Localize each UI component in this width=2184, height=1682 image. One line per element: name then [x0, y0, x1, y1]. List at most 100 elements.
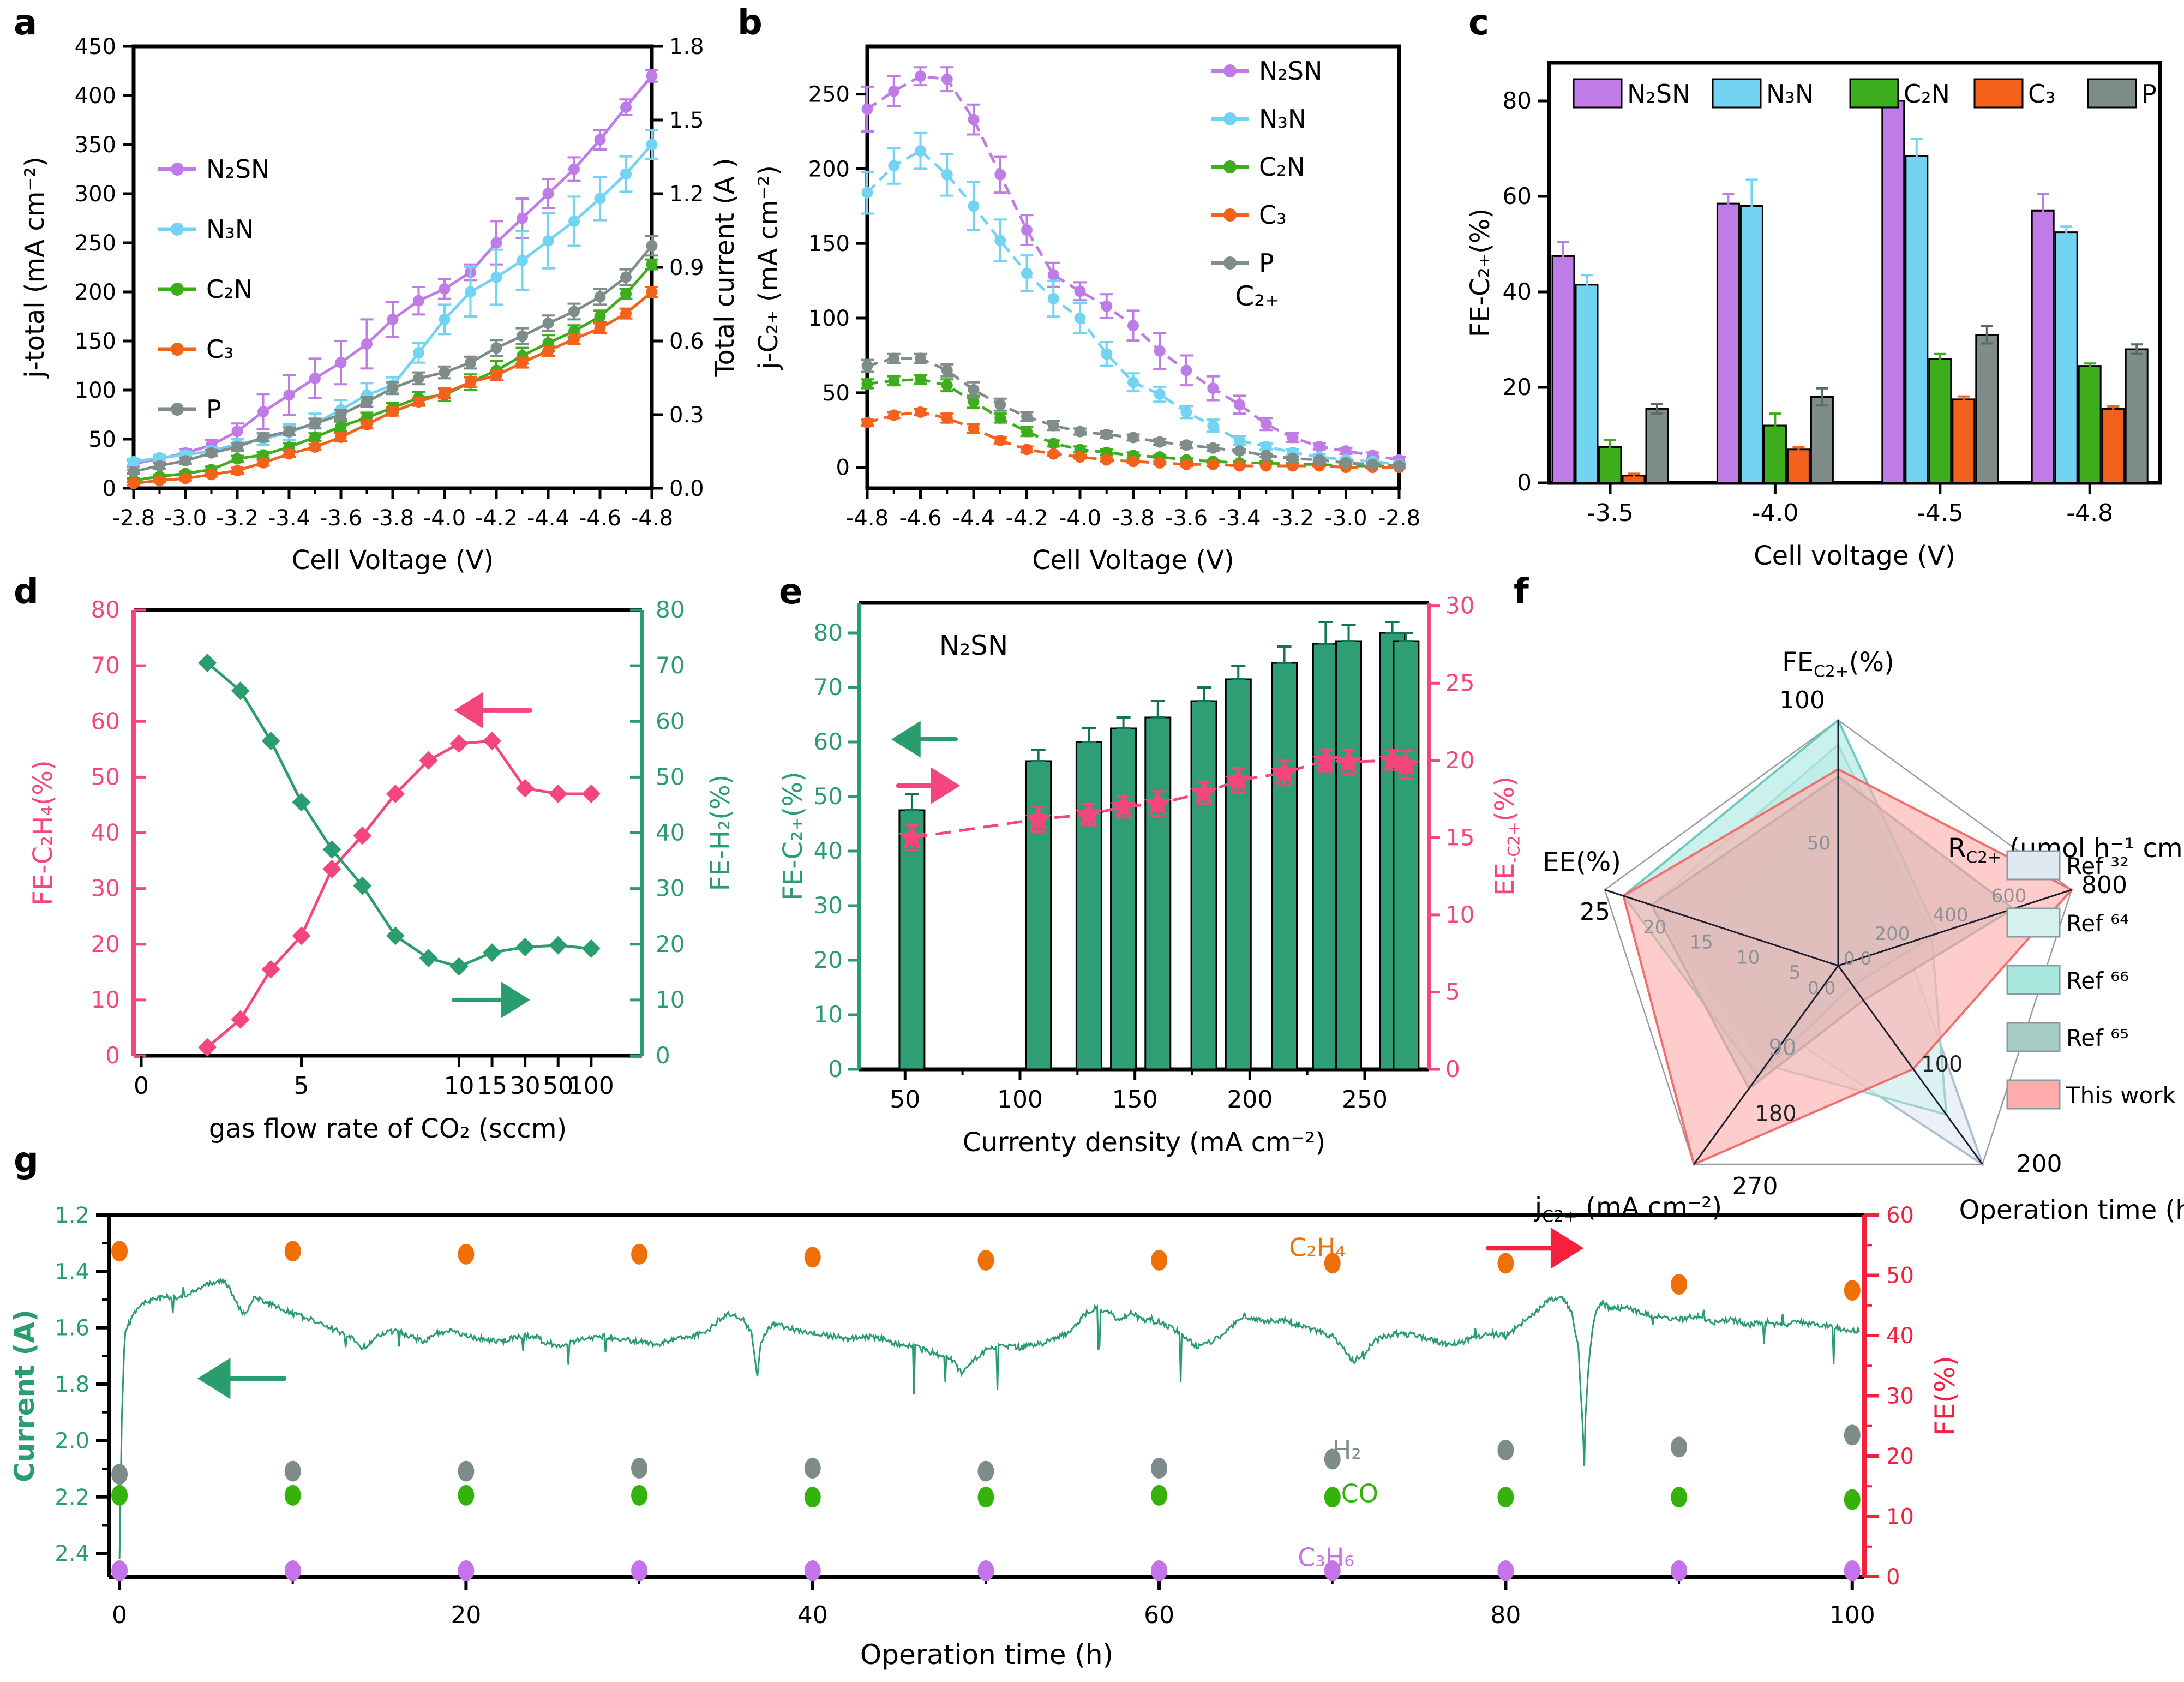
- svg-text:450: 450: [75, 34, 116, 59]
- svg-text:Current (A): Current (A): [9, 1309, 40, 1482]
- svg-text:-4.5: -4.5: [1917, 499, 1964, 527]
- svg-text:1.5: 1.5: [669, 108, 704, 133]
- chart-c-fec2-bars: 0 20 40 60 80 FE-C₂₊(%) -3.5 -4.0 -4.5 -4.8 Cell v…: [1465, 61, 2162, 571]
- svg-text:30: 30: [1445, 592, 1474, 619]
- svg-text:10: 10: [1736, 947, 1760, 968]
- svg-text:0 0: 0 0: [1808, 978, 1835, 998]
- svg-text:Currenty density (mA cm⁻²): Currenty density (mA cm⁻²): [963, 1127, 1325, 1158]
- svg-text:N₃N: N₃N: [1766, 79, 1814, 109]
- svg-text:N₃N: N₃N: [206, 214, 254, 244]
- svg-text:30: 30: [656, 875, 685, 902]
- svg-text:0: 0: [105, 1042, 120, 1069]
- svg-text:-4.8: -4.8: [846, 506, 889, 531]
- svg-text:2.0: 2.0: [55, 1428, 89, 1453]
- panel-letter-b: b: [737, 3, 763, 43]
- svg-text:0.0: 0.0: [669, 476, 704, 501]
- svg-text:Ref ⁶⁵: Ref ⁶⁵: [2066, 1025, 2129, 1051]
- panel-letter-e: e: [779, 572, 803, 612]
- svg-text:30: 30: [814, 892, 843, 919]
- svg-text:50: 50: [814, 783, 843, 810]
- svg-text:Operation time (h): Operation time (h): [1959, 1195, 2184, 1225]
- svg-text:20: 20: [656, 931, 685, 957]
- svg-text:25: 25: [1445, 669, 1474, 696]
- svg-text:20: 20: [1643, 917, 1666, 938]
- svg-text:40: 40: [656, 819, 685, 846]
- svg-text:-4.0: -4.0: [1751, 499, 1798, 527]
- svg-text:10: 10: [814, 1001, 843, 1028]
- svg-text:200: 200: [1227, 1086, 1273, 1114]
- svg-text:1.8: 1.8: [669, 34, 704, 59]
- svg-text:1.2: 1.2: [669, 182, 704, 207]
- svg-text:-4.8: -4.8: [2066, 499, 2113, 527]
- svg-text:-4.6: -4.6: [899, 506, 941, 531]
- svg-text:C₃: C₃: [2028, 79, 2056, 109]
- svg-text:2.2: 2.2: [55, 1485, 89, 1510]
- svg-text:j-total (mA cm⁻²): j-total (mA cm⁻²): [20, 157, 50, 379]
- svg-text:P: P: [1259, 248, 1274, 278]
- svg-text:90: 90: [1768, 1035, 1796, 1060]
- svg-text:300: 300: [75, 182, 116, 207]
- svg-text:270: 270: [1732, 1172, 1778, 1200]
- svg-text:Ref ⁶⁴: Ref ⁶⁴: [2066, 910, 2129, 937]
- svg-text:60: 60: [656, 708, 685, 734]
- svg-text:0: 0: [836, 456, 850, 481]
- svg-text:50: 50: [88, 427, 116, 452]
- svg-text:10: 10: [1886, 1505, 1914, 1530]
- svg-text:100: 100: [808, 306, 850, 331]
- svg-text:5: 5: [294, 1072, 309, 1100]
- svg-text:80: 80: [814, 619, 843, 646]
- svg-text:-3.6: -3.6: [320, 506, 362, 531]
- svg-text:N₂SN: N₂SN: [939, 630, 1009, 661]
- svg-text:2.4: 2.4: [55, 1541, 89, 1566]
- svg-text:0: 0: [112, 1601, 127, 1629]
- svg-text:60: 60: [91, 708, 120, 734]
- svg-text:-4.2: -4.2: [1005, 506, 1048, 531]
- svg-text:CO: CO: [1341, 1479, 1378, 1509]
- svg-text:-3.6: -3.6: [1165, 506, 1208, 531]
- svg-text:EE(%): EE(%): [1543, 847, 1621, 877]
- svg-text:200: 200: [1875, 923, 1910, 945]
- svg-text:50: 50: [890, 1086, 920, 1114]
- svg-text:FE-C₂H₄(%): FE-C₂H₄(%): [28, 760, 58, 905]
- svg-text:C₂H₄: C₂H₄: [1289, 1233, 1346, 1262]
- panel-letter-d: d: [14, 572, 39, 612]
- svg-text:30: 30: [1886, 1384, 1914, 1409]
- svg-text:10: 10: [443, 1072, 474, 1100]
- svg-text:100: 100: [75, 378, 116, 403]
- svg-text:0: 0: [1517, 469, 1532, 496]
- svg-text:-3.2: -3.2: [1271, 506, 1314, 531]
- svg-text:15: 15: [1445, 824, 1474, 851]
- panel-letter-g: g: [14, 1140, 39, 1181]
- svg-text:5: 5: [1445, 978, 1460, 1005]
- svg-text:-3.0: -3.0: [164, 506, 207, 531]
- svg-text:350: 350: [75, 133, 116, 158]
- svg-text:0: 0: [656, 1042, 670, 1069]
- svg-text:This work: This work: [2066, 1082, 2176, 1109]
- svg-text:-3.4: -3.4: [1218, 506, 1261, 531]
- svg-text:800: 800: [2081, 871, 2127, 899]
- svg-text:50: 50: [1886, 1264, 1914, 1289]
- svg-text:FEC2+(%): FEC2+(%): [1782, 647, 1894, 681]
- svg-text:70: 70: [656, 652, 685, 679]
- svg-text:-3.5: -3.5: [1587, 499, 1634, 527]
- svg-text:1.6: 1.6: [55, 1316, 89, 1341]
- svg-text:150: 150: [75, 329, 116, 354]
- svg-text:gas flow rate of CO₂ (sccm): gas flow rate of CO₂ (sccm): [209, 1114, 567, 1144]
- svg-text:20: 20: [814, 947, 843, 973]
- svg-text:70: 70: [91, 652, 120, 679]
- svg-text:0 0: 0 0: [1844, 948, 1871, 969]
- svg-text:400: 400: [1933, 904, 1969, 926]
- chart-b-jc2-vs-voltage: -4.8 -4.6 -4.4 -4.2 -4.0 -3.8 -3.6 -3.4 -3.2 -3.0…: [753, 44, 1420, 576]
- svg-text:FE(%): FE(%): [1929, 1356, 1961, 1436]
- svg-text:10: 10: [1445, 901, 1474, 928]
- svg-text:Cell Voltage (V): Cell Voltage (V): [1032, 545, 1234, 576]
- svg-text:180: 180: [1755, 1102, 1796, 1127]
- svg-text:-4.2: -4.2: [475, 506, 518, 531]
- svg-text:Ref ⁶⁶: Ref ⁶⁶: [2066, 967, 2129, 994]
- svg-text:-2.8: -2.8: [1378, 506, 1420, 531]
- svg-text:N₂SN: N₂SN: [206, 154, 269, 184]
- svg-text:40: 40: [1503, 278, 1532, 305]
- svg-text:1.8: 1.8: [55, 1372, 89, 1397]
- svg-text:100: 100: [1829, 1601, 1875, 1629]
- svg-text:80: 80: [656, 596, 685, 623]
